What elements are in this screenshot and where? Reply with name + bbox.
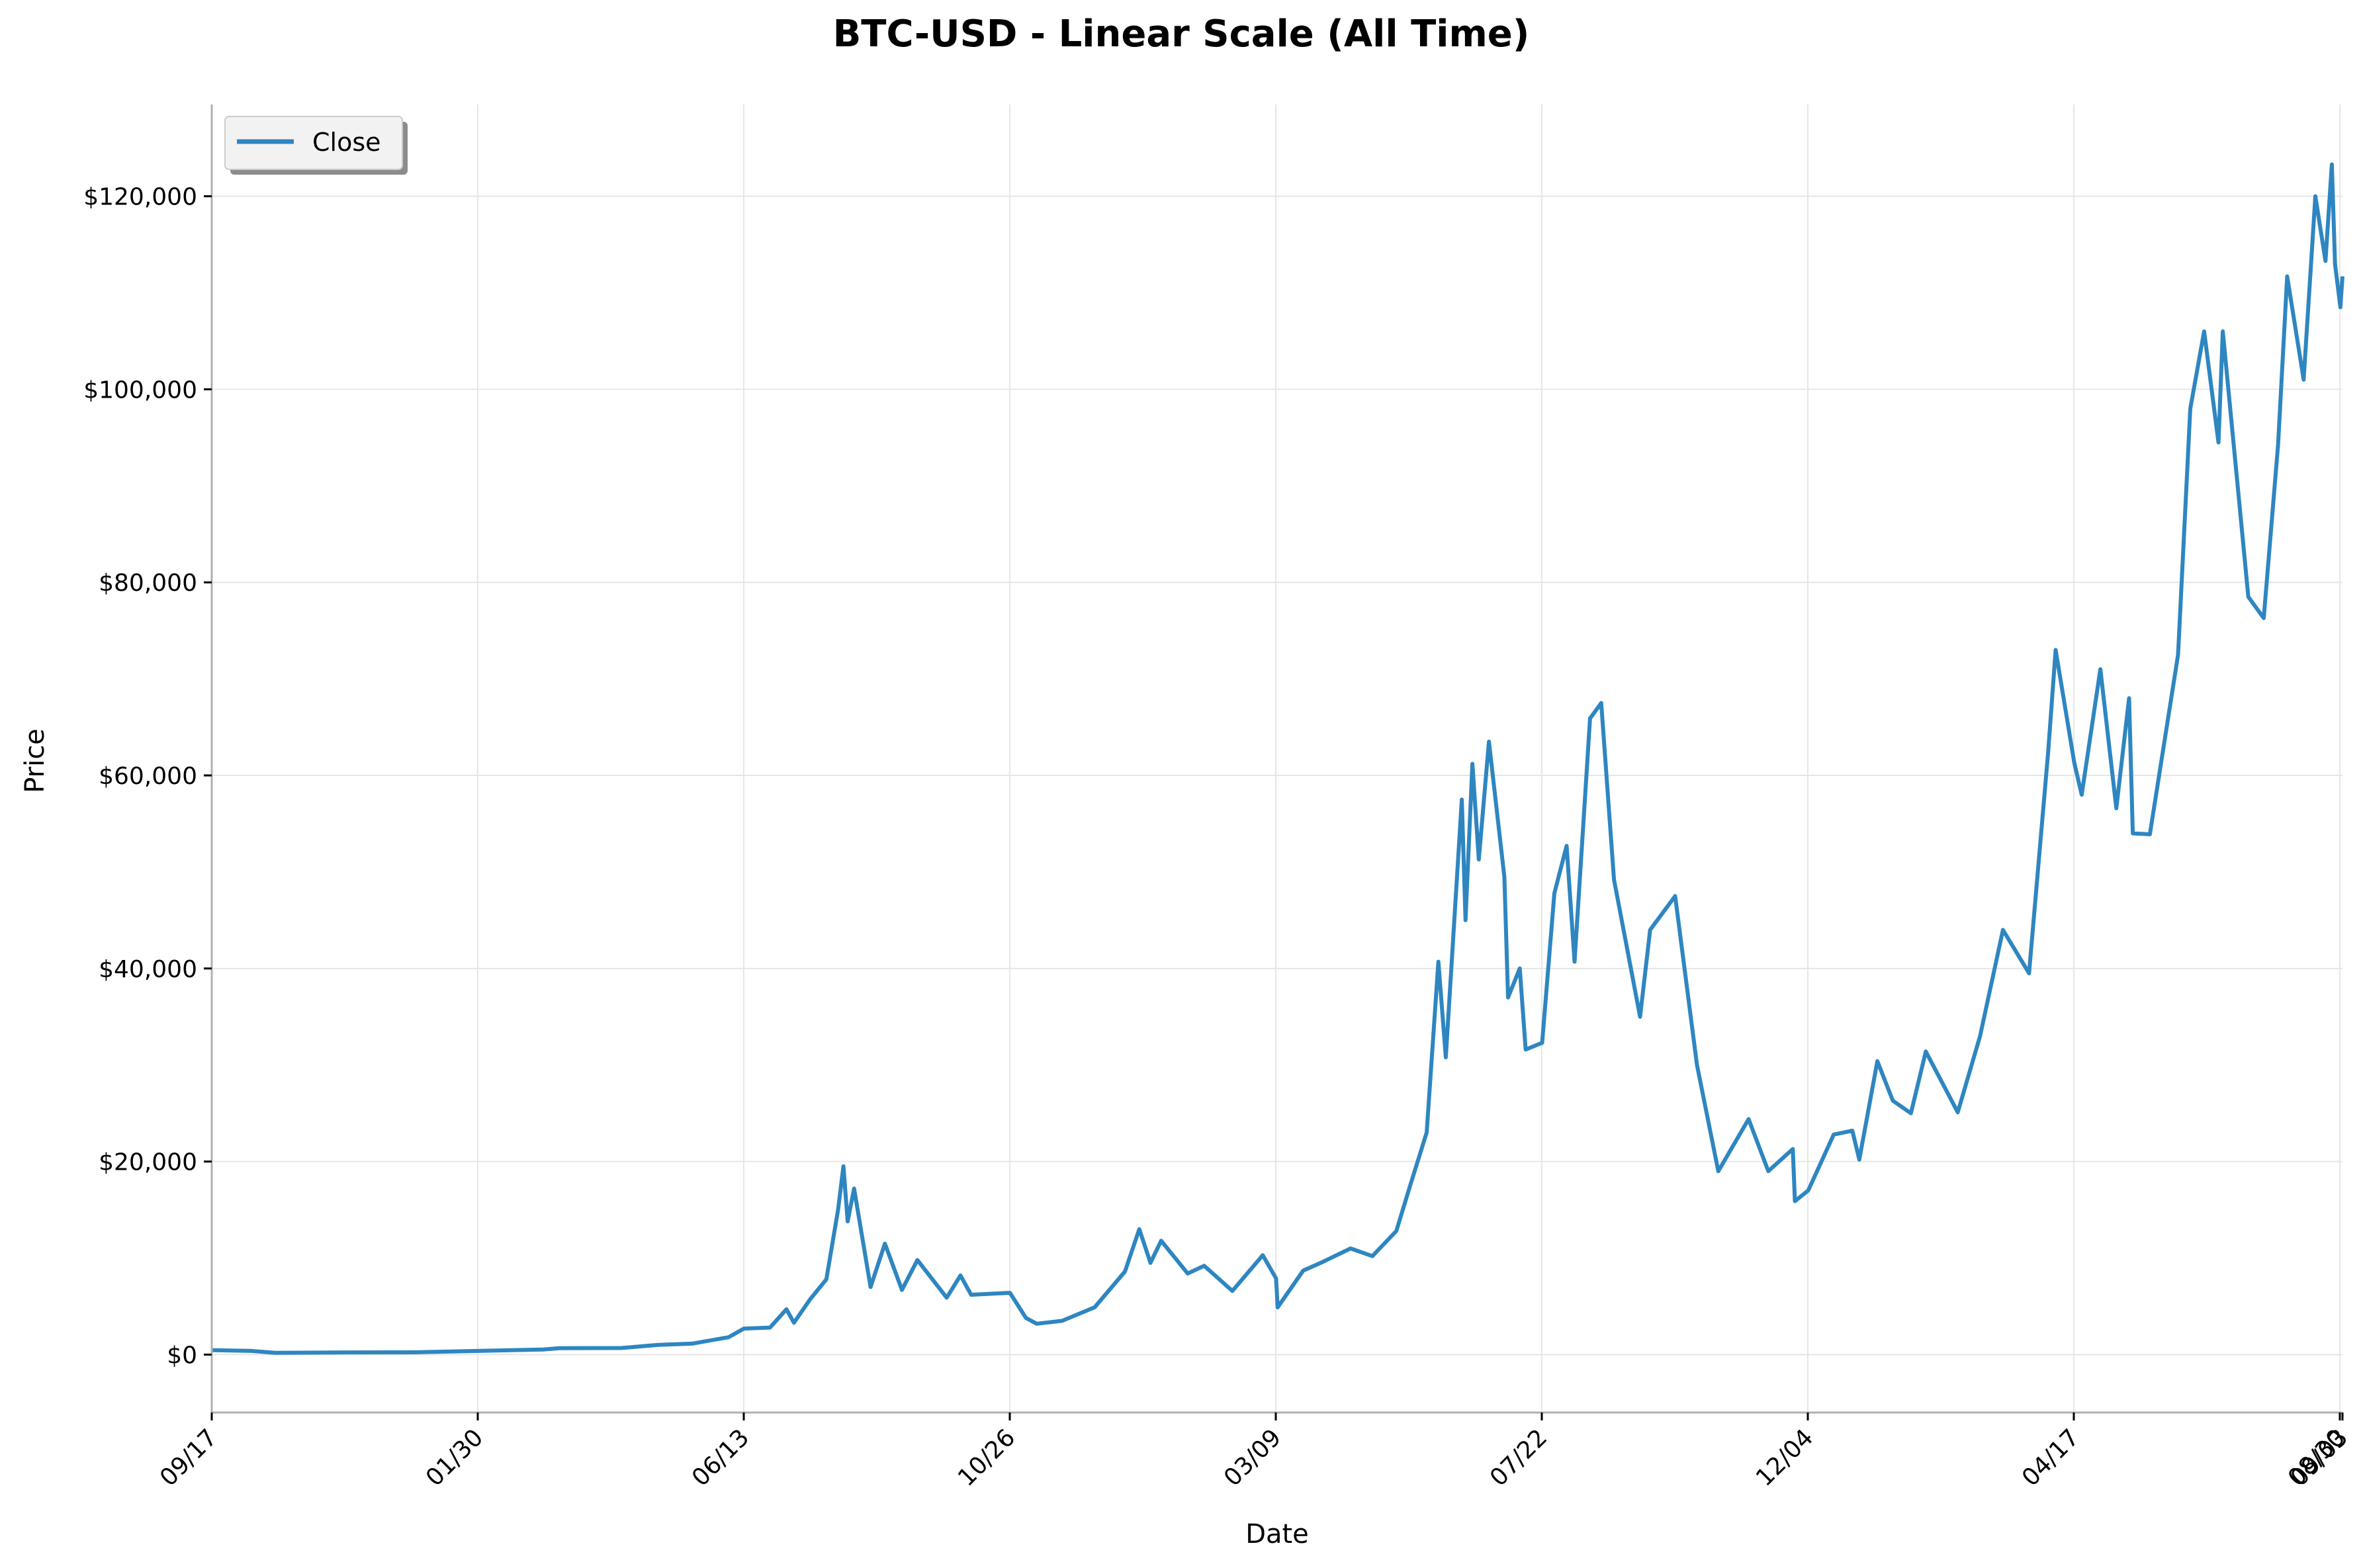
chart-title: BTC-USD - Linear Scale (All Time) bbox=[833, 13, 1530, 56]
y-axis-label: Price bbox=[20, 728, 50, 793]
grid bbox=[211, 105, 2342, 1413]
y-tick-label: $20,000 bbox=[99, 1149, 197, 1176]
x-tick-label: 01/30 bbox=[421, 1424, 488, 1491]
y-tick-label: $120,000 bbox=[83, 184, 197, 211]
axes-spines bbox=[210, 105, 2342, 1414]
x-tick-label: 06/13 bbox=[687, 1424, 754, 1491]
y-tick-label: $40,000 bbox=[99, 956, 197, 983]
x-axis-label: Date bbox=[1245, 1519, 1309, 1549]
y-axis: $0 $20,000 $40,000 $60,000 $80,000 $100,000 $1… bbox=[83, 184, 212, 1369]
series-layer bbox=[211, 162, 2344, 1355]
x-tick-label: 03/09 bbox=[1219, 1424, 1286, 1491]
legend-label-close: Close bbox=[312, 128, 381, 157]
x-tick-label: 09/03 bbox=[2286, 1424, 2353, 1491]
x-axis: 09/17 01/30 06/13 10/26 03/09 07/22 12/04 04/17… bbox=[155, 1413, 2353, 1492]
x-tick-label: 04/17 bbox=[2017, 1424, 2084, 1491]
x-tick-label: 10/26 bbox=[953, 1424, 1020, 1491]
x-tick-label: 12/04 bbox=[1751, 1424, 1818, 1491]
legend-box bbox=[224, 116, 403, 170]
x-tick-label: 07/22 bbox=[1485, 1424, 1552, 1491]
legend: Close bbox=[224, 116, 408, 175]
y-tick-label: $100,000 bbox=[83, 376, 197, 404]
series-line-close bbox=[211, 162, 2344, 1355]
y-tick-label: $0 bbox=[167, 1342, 197, 1369]
x-tick-label: 09/17 bbox=[155, 1424, 222, 1491]
y-tick-label: $80,000 bbox=[99, 570, 197, 597]
y-tick-label: $60,000 bbox=[99, 763, 197, 790]
